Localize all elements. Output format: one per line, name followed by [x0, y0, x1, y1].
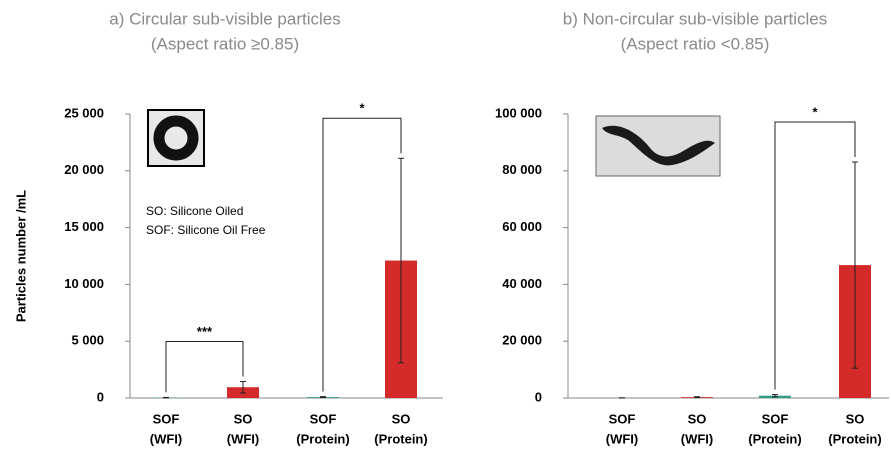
circular-particle-image — [147, 109, 205, 167]
significance-bracket — [165, 341, 244, 393]
x-tick-label: (WFI) — [681, 431, 713, 446]
error-bar — [772, 394, 778, 398]
y-tick-label: 20 000 — [502, 333, 542, 348]
significance-bracket — [322, 117, 402, 392]
annotation: SOF: Silicone Oil Free — [146, 223, 266, 237]
y-tick-label: 0 — [97, 389, 104, 404]
error-bar — [240, 381, 246, 394]
x-tick-label: (WFI) — [150, 431, 182, 446]
error-bar — [398, 157, 404, 364]
y-tick-label: 60 000 — [502, 219, 542, 234]
y-tick-label: 100 000 — [495, 105, 542, 120]
y-tick-label: 25 000 — [64, 105, 104, 120]
x-tick-label: (Protein) — [374, 431, 427, 446]
x-tick-label: SO — [688, 411, 707, 426]
error-bar — [320, 396, 326, 399]
x-tick-label: SO — [846, 411, 865, 426]
y-tick-label: 10 000 — [64, 276, 104, 291]
x-tick-label: SOF — [609, 411, 636, 426]
significance-bracket — [774, 121, 856, 390]
y-tick-label: 5 000 — [71, 333, 104, 348]
error-bar — [852, 161, 858, 369]
x-tick-label: SO — [392, 411, 411, 426]
x-tick-label: (Protein) — [748, 431, 801, 446]
chart-title: a) Circular sub-visible particles — [109, 9, 340, 28]
x-tick-label: SOF — [310, 411, 337, 426]
chart-title: (Aspect ratio ≥0.85) — [151, 34, 299, 53]
y-tick-label: 15 000 — [64, 219, 104, 234]
y-tick-label: 40 000 — [502, 276, 542, 291]
y-axis-title: Particles number /mL — [13, 190, 28, 322]
noncircular-particle-image — [595, 115, 721, 177]
x-tick-label: (WFI) — [227, 431, 259, 446]
chart-title: b) Non-circular sub-visible particles — [563, 9, 828, 28]
x-tick-label: SO — [234, 411, 253, 426]
x-tick-label: SOF — [762, 411, 789, 426]
y-tick-label: 0 — [535, 389, 542, 404]
y-tick-label: 80 000 — [502, 162, 542, 177]
error-bar — [694, 396, 700, 399]
annotation: SO: Silicone Oiled — [146, 204, 243, 218]
y-tick-label: 20 000 — [64, 162, 104, 177]
x-tick-label: (Protein) — [296, 431, 349, 446]
significance-label: * — [812, 104, 818, 119]
significance-label: *** — [197, 324, 213, 339]
x-tick-label: (WFI) — [606, 431, 638, 446]
x-tick-label: SOF — [153, 411, 180, 426]
chart-title: (Aspect ratio <0.85) — [621, 34, 770, 53]
x-tick-label: (Protein) — [828, 431, 881, 446]
significance-label: * — [359, 101, 365, 116]
